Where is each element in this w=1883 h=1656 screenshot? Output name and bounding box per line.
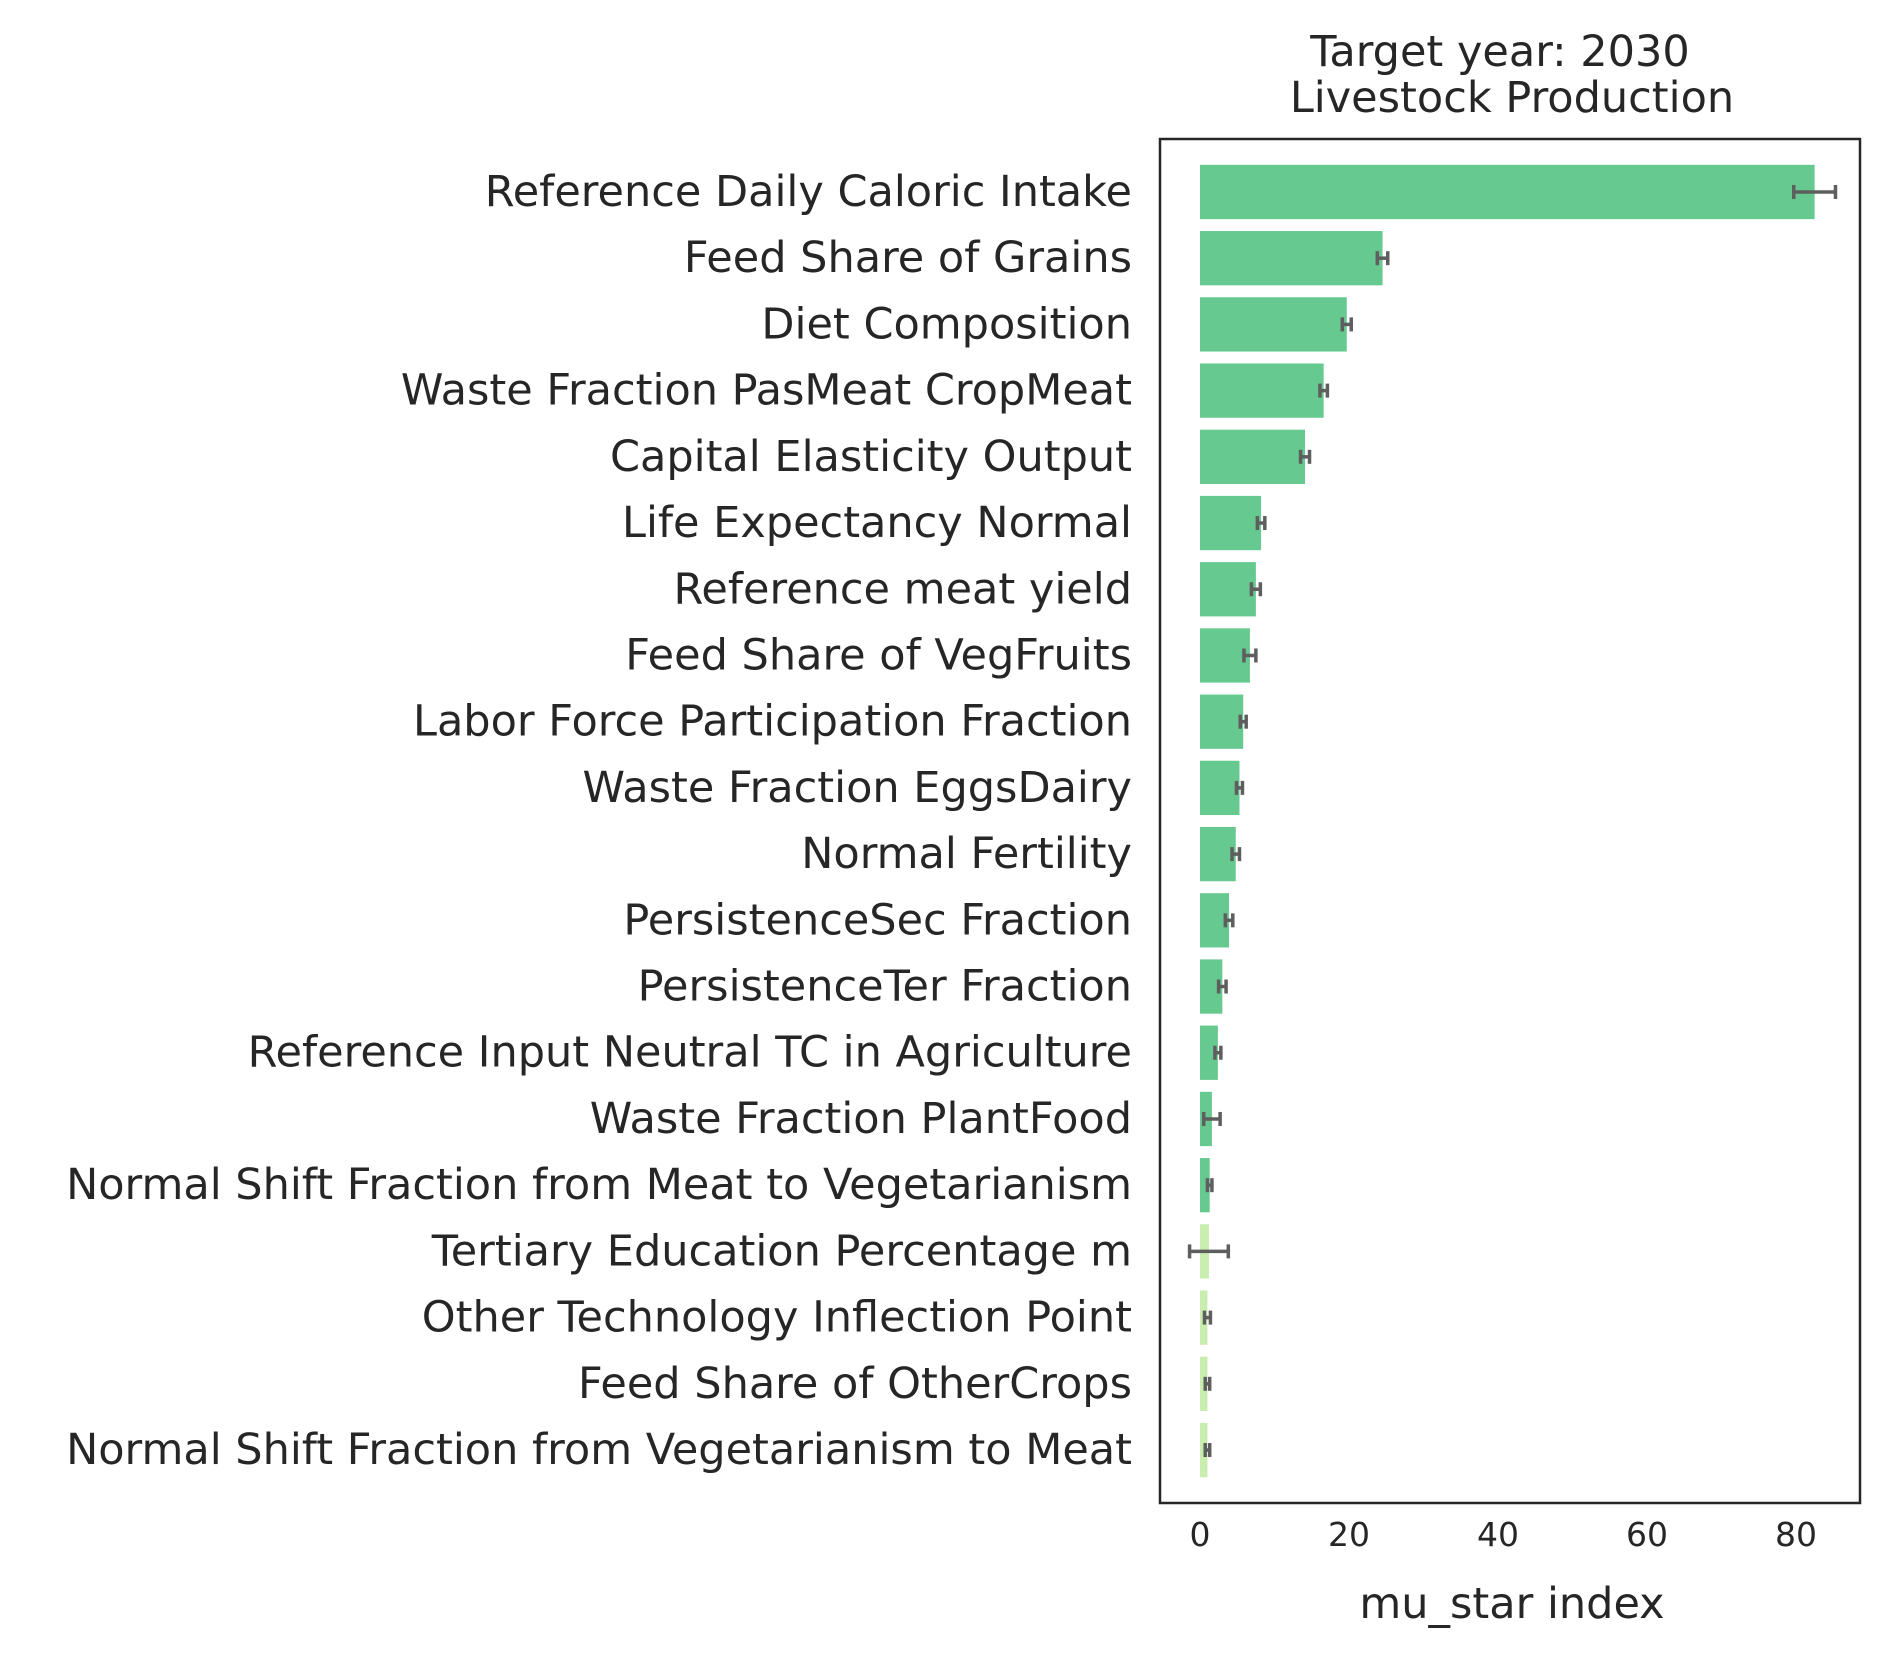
bars-group bbox=[1200, 164, 1815, 1478]
error-bar-15 bbox=[1201, 1111, 1222, 1126]
category-label-1: Reference Daily Caloric Intake bbox=[485, 167, 1132, 217]
error-bar-1 bbox=[1792, 184, 1838, 199]
category-label-3: Diet Composition bbox=[761, 299, 1132, 349]
bar-8 bbox=[1200, 628, 1250, 683]
error-bar-13 bbox=[1216, 979, 1228, 994]
bar-1 bbox=[1200, 164, 1815, 220]
bar-6 bbox=[1200, 495, 1262, 551]
x-tick-label-60: 60 bbox=[1626, 1515, 1668, 1554]
bar-11 bbox=[1200, 826, 1236, 882]
error-bar-3 bbox=[1340, 317, 1353, 332]
error-bar-8 bbox=[1242, 648, 1258, 663]
bar-3 bbox=[1200, 297, 1347, 352]
error-bar-11 bbox=[1230, 847, 1242, 862]
bar-7 bbox=[1200, 562, 1256, 617]
category-labels: Reference Daily Caloric Intake Feed Share… bbox=[66, 167, 1132, 1475]
category-label-6: Life Expectancy Normal bbox=[622, 498, 1132, 548]
category-label-10: Waste Fraction EggsDairy bbox=[582, 763, 1132, 813]
category-label-15: Waste Fraction PlantFood bbox=[590, 1094, 1132, 1144]
category-label-18: Other Technology Inflection Point bbox=[422, 1293, 1132, 1343]
error-bar-14 bbox=[1213, 1045, 1223, 1060]
category-label-16: Normal Shift Fraction from Meat to Veget… bbox=[66, 1160, 1132, 1210]
bar-14 bbox=[1200, 1025, 1218, 1080]
plot-frame bbox=[1158, 137, 1862, 1505]
bar-16 bbox=[1200, 1158, 1210, 1213]
category-label-17: Tertiary Education Percentage m bbox=[431, 1226, 1132, 1276]
error-bar-5 bbox=[1298, 449, 1312, 464]
error-bar-10 bbox=[1234, 780, 1245, 795]
error-bar-12 bbox=[1223, 913, 1235, 928]
error-bar-20 bbox=[1203, 1443, 1212, 1458]
category-label-19: Feed Share of OtherCrops bbox=[578, 1359, 1132, 1409]
category-label-4: Waste Fraction PasMeat CropMeat bbox=[401, 366, 1132, 416]
x-tick-label-0: 0 bbox=[1190, 1515, 1211, 1554]
category-label-13: PersistenceTer Fraction bbox=[638, 962, 1132, 1012]
error-bar-19 bbox=[1203, 1376, 1212, 1391]
x-tick-label-40: 40 bbox=[1477, 1515, 1519, 1554]
category-label-2: Feed Share of Grains bbox=[684, 233, 1132, 283]
error-bars-group bbox=[1187, 184, 1838, 1458]
category-label-9: Labor Force Participation Fraction bbox=[413, 697, 1132, 747]
category-label-7: Reference meat yield bbox=[673, 564, 1132, 614]
error-bar-17 bbox=[1187, 1244, 1231, 1259]
x-tick-label-20: 20 bbox=[1328, 1515, 1370, 1554]
bar-5 bbox=[1200, 429, 1306, 484]
category-label-11: Normal Fertility bbox=[801, 829, 1132, 879]
bar-10 bbox=[1200, 760, 1240, 816]
x-tick-label-80: 80 bbox=[1775, 1515, 1817, 1554]
error-bar-6 bbox=[1255, 516, 1267, 531]
error-bar-16 bbox=[1205, 1178, 1214, 1193]
bar-4 bbox=[1200, 363, 1324, 418]
category-label-12: PersistenceSec Fraction bbox=[623, 895, 1132, 945]
x-tick-labels: 0 20 40 60 80 bbox=[1190, 1515, 1818, 1554]
error-bar-7 bbox=[1249, 582, 1263, 597]
bar-2 bbox=[1200, 231, 1383, 286]
bar-9 bbox=[1200, 694, 1244, 749]
x-axis-title: mu_star index bbox=[1359, 1579, 1664, 1629]
category-label-14: Reference Input Neutral TC in Agricultur… bbox=[248, 1028, 1132, 1078]
bar-13 bbox=[1200, 959, 1223, 1014]
chart-subtitle: Livestock Production bbox=[1290, 73, 1734, 123]
error-bar-4 bbox=[1318, 383, 1330, 398]
error-bar-9 bbox=[1238, 714, 1248, 729]
category-label-8: Feed Share of VegFruits bbox=[625, 630, 1132, 680]
category-label-20: Normal Shift Fraction from Vegetarianism… bbox=[66, 1425, 1132, 1475]
error-bar-2 bbox=[1375, 251, 1390, 266]
category-label-5: Capital Elasticity Output bbox=[610, 432, 1132, 482]
error-bar-18 bbox=[1202, 1310, 1213, 1325]
chart-title: Target year: 2030 bbox=[1309, 27, 1689, 77]
